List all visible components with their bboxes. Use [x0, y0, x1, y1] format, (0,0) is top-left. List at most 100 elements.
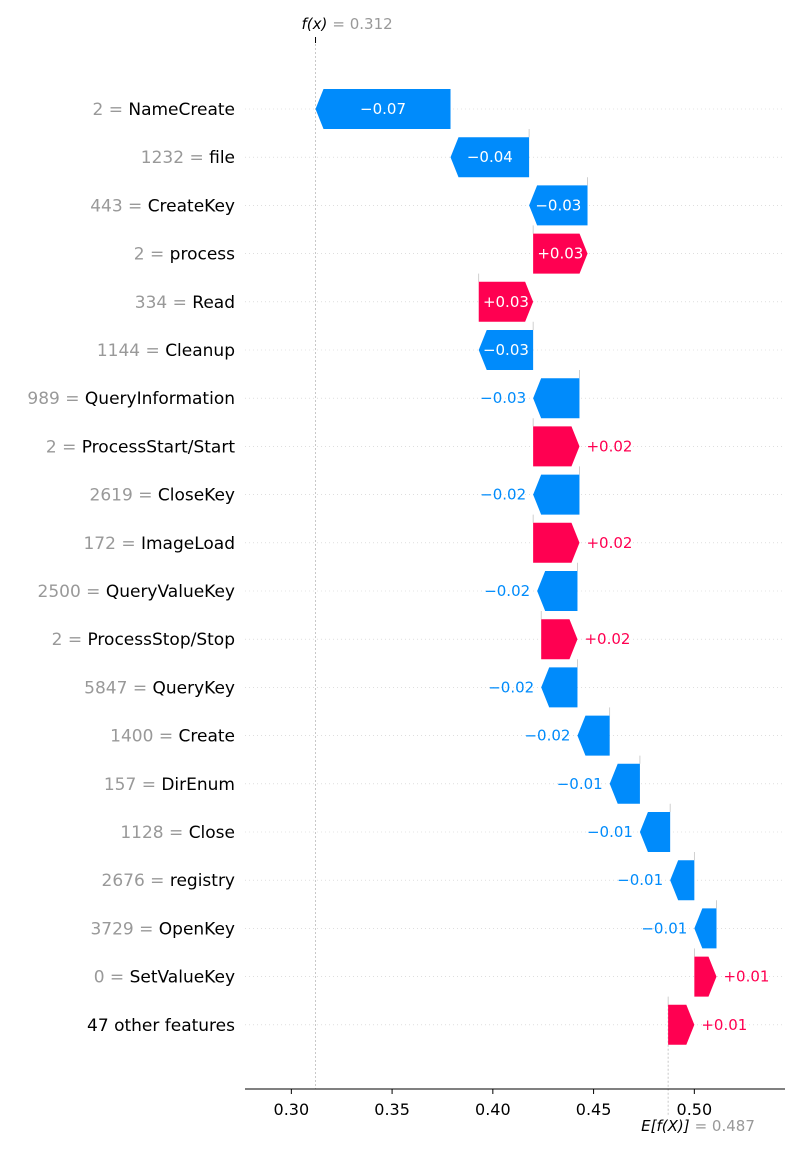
fx-annotation: f(x) = 0.312 — [302, 15, 393, 43]
feature-label: 2 = NameCreate — [92, 100, 235, 120]
x-tick-label: 0.35 — [374, 1100, 410, 1119]
x-tick-label: 0.50 — [677, 1100, 713, 1119]
feature-name: SetValueKey — [130, 968, 235, 988]
expected-value-value: = 0.487 — [695, 1117, 755, 1135]
negative-bar — [694, 908, 717, 949]
x-tick-label: 0.30 — [274, 1100, 310, 1119]
feature-name: process — [170, 245, 235, 265]
feature-value: 2676 = — [102, 871, 170, 891]
bar-value-label: −0.03 — [480, 389, 526, 407]
bar-value-label: −0.03 — [535, 196, 581, 214]
feature-value: 1232 = — [141, 148, 209, 168]
feature-value: 2 = — [92, 100, 128, 120]
feature-value: 334 = — [135, 293, 193, 313]
feature-name: ProcessStop/Stop — [87, 630, 235, 650]
positive-bar — [694, 956, 717, 997]
x-tick-label: 0.45 — [576, 1100, 612, 1119]
feature-label: 3729 = OpenKey — [90, 919, 235, 939]
feature-value: 172 = — [83, 534, 141, 554]
bar-value-label: −0.04 — [467, 148, 513, 166]
negative-bar — [541, 667, 578, 708]
feature-label: 2 = ProcessStart/Start — [46, 437, 235, 457]
feature-label: 172 = ImageLoad — [83, 534, 235, 554]
bar-value-label: +0.03 — [483, 293, 529, 311]
negative-bar — [639, 812, 671, 852]
bar-value-label: −0.03 — [483, 341, 529, 359]
bar-value-label: −0.02 — [524, 727, 570, 745]
feature-name: OpenKey — [159, 919, 235, 939]
feature-name: CreateKey — [148, 196, 235, 216]
feature-name: QueryKey — [153, 678, 236, 698]
feature-value: 2500 = — [38, 582, 106, 602]
feature-value: 3729 = — [90, 919, 158, 939]
expected-value-label: E[f(X)] = 0.487 — [641, 1117, 755, 1135]
feature-value: 2 = — [46, 437, 82, 457]
bar-value-label: −0.01 — [641, 919, 687, 937]
bar-value-label: +0.02 — [586, 437, 632, 455]
feature-value: 2 = — [134, 245, 170, 265]
feature-name: ProcessStart/Start — [82, 437, 236, 457]
reference-lines — [315, 40, 717, 1116]
feature-label: 157 = DirEnum — [104, 775, 235, 795]
feature-name: Cleanup — [165, 341, 235, 361]
negative-bar — [577, 715, 610, 756]
negative-bar — [529, 185, 588, 226]
feature-label: 0 = SetValueKey — [94, 968, 235, 988]
feature-name: 47 other features — [87, 1016, 235, 1036]
negative-bar — [315, 89, 451, 129]
negative-bar — [533, 378, 580, 419]
feature-name: CloseKey — [158, 486, 235, 506]
feature-value: 157 = — [104, 775, 162, 795]
negative-bar — [537, 571, 578, 611]
bar-value-label: +0.02 — [586, 534, 632, 552]
negative-bar — [478, 330, 534, 370]
negative-bar — [670, 860, 695, 901]
bar-value-label: −0.02 — [484, 582, 530, 600]
feature-name: QueryValueKey — [106, 582, 235, 602]
negative-bar — [533, 474, 580, 515]
feature-name: registry — [170, 871, 235, 891]
feature-value: 1144 = — [97, 341, 165, 361]
bar-value-label: +0.01 — [723, 968, 769, 986]
feature-labels-group: 2 = NameCreate 1232 = file 443 = CreateKey… — [27, 100, 235, 1036]
bar-value-label: −0.07 — [360, 100, 406, 118]
positive-bar — [533, 522, 580, 563]
feature-label: 443 = CreateKey — [90, 196, 235, 216]
feature-label: 1400 = Create — [110, 727, 235, 747]
bar-value-label: +0.01 — [701, 1016, 747, 1034]
feature-label: 5847 = QueryKey — [84, 678, 235, 698]
expected-value-annotation: E[f(X)] = 0.487 — [641, 1117, 755, 1135]
feature-label: 989 = QueryInformation — [27, 389, 235, 409]
feature-name: Create — [179, 727, 236, 747]
feature-label: 2 = ProcessStop/Stop — [52, 630, 235, 650]
bar-value-label: +0.03 — [537, 245, 583, 263]
feature-label: 1232 = file — [141, 148, 235, 168]
row-gridlines — [245, 108, 785, 1026]
feature-value: 1128 = — [120, 823, 188, 843]
feature-value: 989 = — [27, 389, 85, 409]
bar-value-label: +0.02 — [584, 630, 630, 648]
fx-symbol: f(x) — [302, 15, 328, 33]
feature-name: DirEnum — [161, 775, 235, 795]
bar-value-label: −0.01 — [617, 871, 663, 889]
feature-name: Close — [189, 823, 235, 843]
feature-value: 2 = — [52, 630, 88, 650]
bar-value-label: −0.01 — [557, 775, 603, 793]
positive-bar — [533, 426, 580, 467]
positive-bar — [541, 619, 578, 660]
feature-value: 5847 = — [84, 678, 152, 698]
feature-label: 1144 = Cleanup — [97, 341, 235, 361]
feature-label: 2619 = CloseKey — [90, 486, 235, 506]
feature-label: 1128 = Close — [120, 823, 235, 843]
feature-name: file — [209, 148, 235, 168]
bar-value-label: −0.01 — [587, 823, 633, 841]
feature-value: 443 = — [90, 196, 148, 216]
negative-bar — [450, 137, 530, 178]
negative-bar — [609, 763, 640, 804]
feature-label: 47 other features — [87, 1016, 235, 1036]
feature-name: QueryInformation — [85, 389, 235, 409]
bar-value-label: −0.02 — [488, 678, 534, 696]
feature-label: 334 = Read — [135, 293, 235, 313]
positive-bar — [533, 233, 588, 274]
